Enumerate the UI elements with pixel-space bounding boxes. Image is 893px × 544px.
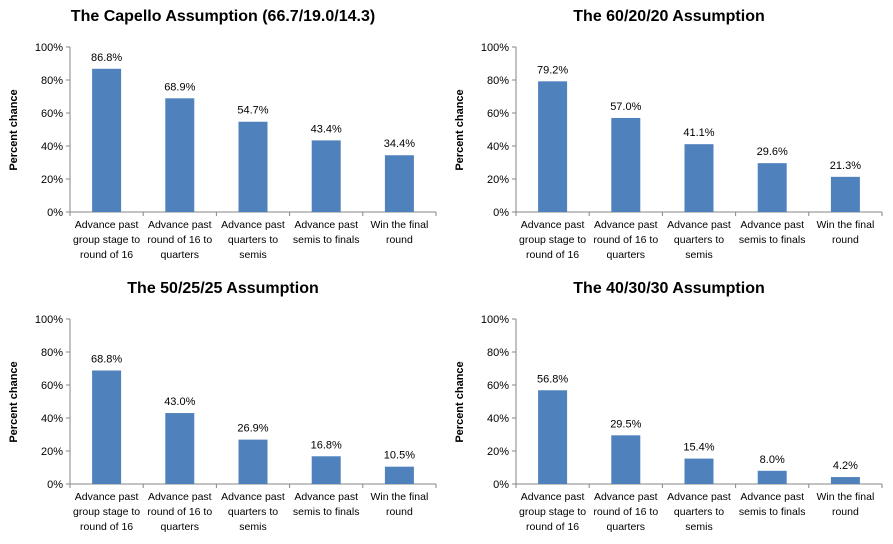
- x-category-label: Advance past round of 16 to quarters: [147, 219, 212, 261]
- y-tick-label: 80%: [41, 75, 63, 87]
- y-tick-label: 0%: [493, 207, 509, 219]
- bar: [757, 163, 787, 212]
- x-category-label: Win the final round: [817, 219, 875, 246]
- x-category-label: Advance past semis to finals: [293, 219, 360, 246]
- data-label: 34.4%: [384, 138, 415, 150]
- bar: [238, 439, 268, 484]
- y-tick-label: 20%: [41, 174, 63, 186]
- bar: [611, 117, 641, 212]
- chart-panel-50-25-25: The 50/25/25 Assumption Percent chance 0…: [0, 272, 446, 544]
- y-tick-label: 0%: [47, 207, 63, 219]
- chart-panel-60-20-20: The 60/20/20 Assumption Percent chance 0…: [446, 0, 892, 272]
- y-tick-label: 0%: [47, 479, 63, 491]
- y-tick-label: 60%: [487, 380, 509, 392]
- x-category-label: Advance past semis to finals: [739, 219, 806, 246]
- x-category-label: Advance past semis to finals: [293, 491, 360, 518]
- data-label: 79.2%: [537, 64, 568, 76]
- y-tick-label: 60%: [41, 380, 63, 392]
- bar: [92, 68, 122, 212]
- x-category-label: Advance past group stage to round of 16: [73, 491, 140, 533]
- data-label: 29.5%: [610, 418, 641, 430]
- x-category-label: Advance past quarters to semis: [667, 219, 731, 261]
- chart-title: The 60/20/20 Assumption: [573, 8, 765, 25]
- x-category-label: Advance past round of 16 to quarters: [593, 219, 658, 261]
- data-label: 21.3%: [830, 160, 861, 172]
- bar: [830, 176, 860, 212]
- data-label: 68.8%: [91, 353, 122, 365]
- data-label: 15.4%: [683, 442, 714, 454]
- y-tick-label: 100%: [35, 314, 63, 326]
- y-tick-label: 100%: [35, 42, 63, 54]
- data-label: 26.9%: [237, 423, 268, 435]
- x-category-label: Advance past group stage to round of 16: [519, 491, 586, 533]
- x-category-label: Advance past quarters to semis: [667, 491, 731, 533]
- data-label: 68.9%: [164, 81, 195, 93]
- data-label: 56.8%: [537, 373, 568, 385]
- x-category-label: Win the final round: [371, 491, 429, 518]
- data-label: 4.2%: [833, 460, 858, 472]
- y-tick-label: 80%: [487, 75, 509, 87]
- bar: [684, 458, 714, 484]
- y-tick-label: 40%: [41, 413, 63, 425]
- bar: [238, 121, 268, 212]
- x-category-label: Advance past group stage to round of 16: [73, 219, 140, 261]
- y-tick-label: 100%: [481, 314, 509, 326]
- data-label: 43.0%: [164, 396, 195, 408]
- bar: [684, 144, 714, 212]
- x-category-label: Win the final round: [817, 491, 875, 518]
- x-category-label: Advance past round of 16 to quarters: [593, 491, 658, 533]
- x-category-label: Advance past quarters to semis: [221, 491, 285, 533]
- bar: [92, 370, 122, 484]
- x-category-label: Win the final round: [371, 219, 429, 246]
- y-tick-label: 80%: [487, 347, 509, 359]
- data-label: 41.1%: [683, 127, 714, 139]
- y-tick-label: 40%: [487, 141, 509, 153]
- chart-title: The 50/25/25 Assumption: [127, 280, 319, 297]
- y-tick-label: 20%: [487, 446, 509, 458]
- chart-panel-40-30-30: The 40/30/30 Assumption Percent chance 0…: [446, 272, 892, 544]
- data-label: 29.6%: [757, 146, 788, 158]
- bar-chart: 0% 20% 40% 60% 80% 100% 79.2% Advance past group…: [481, 42, 883, 261]
- bar: [830, 477, 860, 484]
- data-label: 54.7%: [237, 105, 268, 117]
- bar: [384, 155, 414, 212]
- y-tick-label: 80%: [41, 347, 63, 359]
- x-category-label: Advance past round of 16 to quarters: [147, 491, 212, 533]
- y-tick-label: 20%: [41, 446, 63, 458]
- y-tick-label: 60%: [487, 108, 509, 120]
- chart-title: The Capello Assumption (66.7/19.0/14.3): [70, 8, 376, 25]
- bar-chart: 0% 20% 40% 60% 80% 100% 86.8% Advance past group…: [35, 42, 437, 261]
- y-tick-label: 40%: [487, 413, 509, 425]
- x-category-label: Advance past semis to finals: [739, 491, 806, 518]
- data-label: 57.0%: [610, 101, 641, 113]
- bar-chart: 0% 20% 40% 60% 80% 100% 56.8% Advance past group…: [481, 314, 883, 533]
- data-label: 8.0%: [760, 454, 785, 466]
- bar: [384, 466, 414, 484]
- bar: [538, 390, 568, 484]
- bar: [611, 435, 641, 484]
- bar-chart: 0% 20% 40% 60% 80% 100% 68.8% Advance past group…: [35, 314, 437, 533]
- data-label: 16.8%: [311, 439, 342, 451]
- y-tick-label: 60%: [41, 108, 63, 120]
- y-tick-label: 0%: [493, 479, 509, 491]
- chart-panel-capello: The Capello Assumption (66.7/19.0/14.3) …: [0, 0, 446, 272]
- x-category-label: Advance past group stage to round of 16: [519, 219, 586, 261]
- y-tick-label: 100%: [481, 42, 509, 54]
- data-label: 10.5%: [384, 450, 415, 462]
- bar: [311, 140, 341, 212]
- chart-title: The 40/30/30 Assumption: [573, 280, 765, 297]
- bar: [757, 470, 787, 484]
- y-tick-label: 20%: [487, 174, 509, 186]
- bar: [165, 98, 195, 212]
- x-category-label: Advance past quarters to semis: [221, 219, 285, 261]
- bar: [311, 456, 341, 484]
- bar: [165, 413, 195, 484]
- bar: [538, 81, 568, 212]
- data-label: 43.4%: [311, 123, 342, 135]
- y-tick-label: 40%: [41, 141, 63, 153]
- data-label: 86.8%: [91, 52, 122, 64]
